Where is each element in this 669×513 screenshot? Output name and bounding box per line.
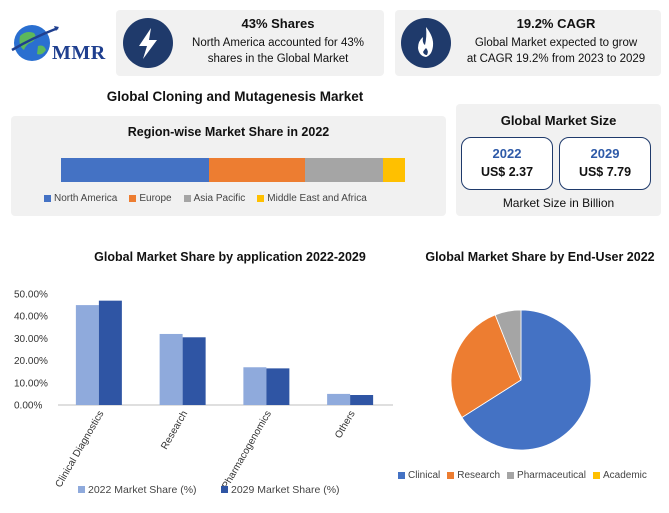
bar-chart: 0.00% 10.00% 20.00% 30.00% 40.00% 50.00% Clini… (14, 290, 393, 496)
pie-slice-pharmaceutical (494, 309, 522, 381)
x-tick-label: Research (159, 409, 190, 452)
legend-label: 2022 Market Share (%) (88, 484, 197, 496)
main-title: Global Cloning and Mutagenesis Market (106, 89, 364, 104)
legend-item: Academic (592, 470, 647, 481)
size-value: US$ 2.37 (480, 165, 534, 179)
x-tick-label: Others (333, 409, 358, 440)
pie-chart-title: Global Market Share by End-User 2022 (425, 250, 655, 264)
legend-label: North America (54, 193, 118, 204)
legend-label: Pharmaceutical (517, 470, 586, 481)
legend-swatch (398, 472, 405, 479)
legend-swatch (183, 195, 191, 202)
pie-chart (450, 309, 592, 451)
legend-label: Middle East and Africa (267, 193, 367, 204)
bar-clinical-diagnostics-2022 (75, 305, 99, 405)
bar-others-2022 (327, 393, 351, 405)
region-title: Region-wise Market Share in 2022 (127, 125, 330, 139)
stat-card-shares: 43% Shares North America accounted for 4… (116, 10, 384, 76)
stat-line: Global Market expected to grow (474, 37, 638, 49)
flame-icon (401, 18, 451, 68)
bar-pharmacogenomics-2029 (266, 368, 290, 405)
legend-label: Academic (602, 470, 647, 481)
size-year: 2029 (590, 146, 620, 161)
legend-label: 2029 Market Share (%) (231, 484, 340, 496)
region-segment-north-america (61, 158, 209, 182)
market-size-box-2022: 2022 US$ 2.37 (461, 137, 553, 190)
legend-swatch (257, 195, 265, 202)
globe-icon (11, 25, 59, 61)
region-segment-europe (208, 158, 306, 182)
market-size-panel: Global Market Size 2022 US$ 2.37 2029 US… (456, 104, 661, 216)
y-tick-label: 50.00% (14, 290, 48, 301)
legend-item: Research (447, 470, 500, 481)
pie-slice-research (450, 314, 522, 419)
legend-item: Asia Pacific (183, 193, 246, 204)
bar-chart-title: Global Market Share by application 2022-… (94, 250, 366, 264)
y-tick-label: 10.00% (14, 378, 48, 389)
stat-line: shares in the Global Market (207, 53, 349, 65)
legend-swatch (44, 195, 51, 202)
bar-research-2022 (159, 333, 183, 405)
x-tick-label: Clinical Diagnostics (54, 409, 107, 490)
logo: MMR (6, 20, 114, 70)
region-panel: Region-wise Market Share in 2022 North A… (11, 116, 446, 216)
bar-research-2029 (182, 337, 206, 405)
legend-swatch (78, 486, 85, 493)
legend-label: Clinical (408, 470, 441, 481)
pie-legend: Clinical Research Pharmaceutical Academic (398, 470, 666, 481)
legend-label: Europe (139, 193, 172, 204)
stat-line: at CAGR 19.2% from 2023 to 2029 (466, 53, 646, 65)
y-tick-label: 30.00% (14, 334, 48, 345)
legend-swatch (447, 472, 455, 479)
pie-slice-clinical (461, 309, 592, 451)
region-legend: North America Europe Asia Pacific Middle Ea… (44, 193, 444, 204)
bar-others-2029 (350, 395, 374, 405)
region-segment-middle-east-and-africa (382, 158, 405, 182)
legend-label: Research (457, 470, 501, 481)
legend-item: Europe (129, 193, 172, 204)
market-size-note: Market Size in Billion (502, 196, 615, 210)
stat-title: 43% Shares (241, 16, 315, 31)
legend-swatch (129, 195, 137, 202)
legend-swatch (592, 472, 600, 479)
y-tick-label: 40.00% (14, 312, 48, 323)
stat-card-cagr: 19.2% CAGR Global Market expected to gro… (395, 10, 661, 76)
market-size-title: Global Market Size (500, 113, 617, 128)
logo-text: MMR (52, 42, 106, 64)
y-tick-label: 20.00% (14, 356, 48, 367)
region-segment-asia-pacific (305, 158, 383, 182)
y-tick-label: 0.00% (14, 401, 42, 412)
stat-line: North America accounted for 43% (192, 37, 364, 49)
stat-title: 19.2% CAGR (516, 16, 596, 31)
size-value: US$ 7.79 (578, 165, 632, 179)
legend-swatch (221, 486, 228, 493)
x-tick-label: Pharmacogenomics (220, 409, 274, 491)
bar-clinical-diagnostics-2029 (98, 300, 122, 405)
lightning-icon (123, 18, 173, 68)
legend-swatch (507, 472, 515, 479)
market-size-box-2029: 2029 US$ 7.79 (559, 137, 651, 190)
region-stacked-bar (61, 158, 405, 182)
bar-pharmacogenomics-2022 (243, 367, 267, 405)
legend-item: North America (44, 193, 117, 204)
legend-item: Pharmaceutical (507, 470, 586, 481)
legend-item: Middle East and Africa (257, 193, 367, 204)
legend-label: Asia Pacific (193, 193, 246, 204)
size-year: 2022 (492, 146, 522, 161)
legend-item: Clinical (398, 470, 440, 481)
